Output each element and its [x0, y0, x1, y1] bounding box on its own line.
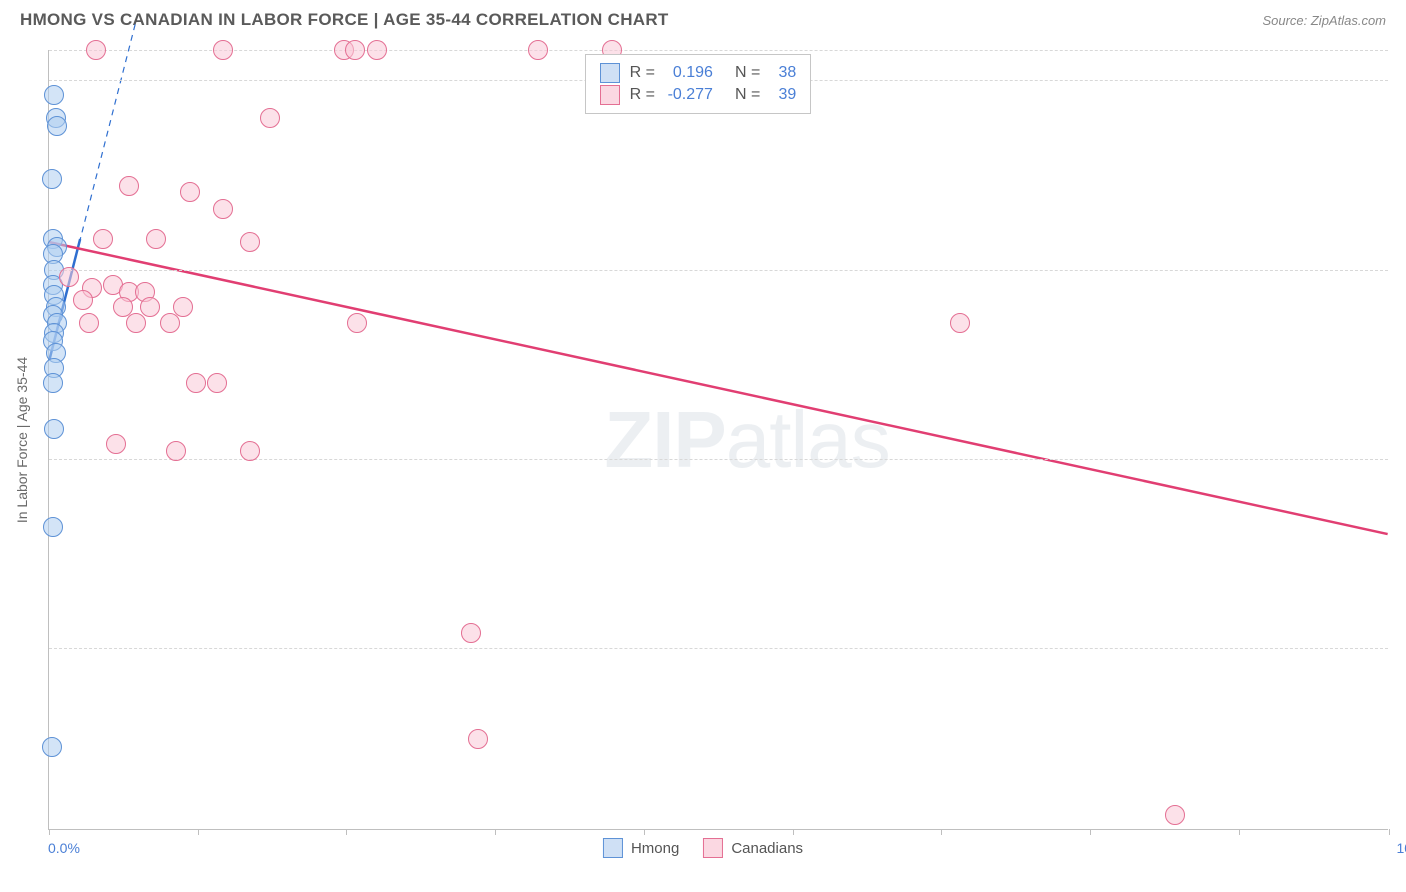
legend-swatch: [603, 838, 623, 858]
data-point: [240, 232, 260, 252]
gridline: [49, 50, 1388, 51]
x-tick: [644, 829, 645, 835]
data-point: [44, 85, 64, 105]
gridline: [49, 270, 1388, 271]
series-legend-item: Hmong: [603, 838, 679, 858]
x-tick: [495, 829, 496, 835]
legend-swatch: [600, 85, 620, 105]
data-point: [213, 199, 233, 219]
data-point: [42, 169, 62, 189]
y-tick-label: 75.0%: [1398, 451, 1406, 467]
data-point: [79, 313, 99, 333]
series-legend-label: Canadians: [731, 840, 803, 857]
r-label: R =: [630, 64, 655, 82]
data-point: [240, 441, 260, 461]
legend-swatch: [703, 838, 723, 858]
data-point: [468, 729, 488, 749]
data-point: [73, 290, 93, 310]
data-point: [1165, 805, 1185, 825]
data-point: [43, 373, 63, 393]
legend-swatch: [600, 63, 620, 83]
x-tick: [1090, 829, 1091, 835]
n-value: 39: [770, 86, 796, 104]
x-axis-min-label: 0.0%: [48, 840, 80, 856]
data-point: [345, 40, 365, 60]
y-tick-label: 87.5%: [1398, 262, 1406, 278]
gridline: [49, 648, 1388, 649]
stats-legend: R = 0.196 N = 38 R = -0.277 N = 39: [585, 54, 812, 114]
x-axis-max-label: 100.0%: [1397, 840, 1406, 856]
data-point: [93, 229, 113, 249]
data-point: [86, 40, 106, 60]
stats-legend-row: R = 0.196 N = 38: [600, 63, 797, 83]
trend-lines-layer: [49, 50, 1388, 829]
data-point: [106, 434, 126, 454]
chart-title: HMONG VS CANADIAN IN LABOR FORCE | AGE 3…: [20, 10, 669, 30]
data-point: [119, 176, 139, 196]
n-label: N =: [735, 64, 760, 82]
trend-line: [49, 242, 1387, 534]
chart-header: HMONG VS CANADIAN IN LABOR FORCE | AGE 3…: [0, 0, 1406, 38]
r-label: R =: [630, 86, 655, 104]
data-point: [126, 313, 146, 333]
y-axis-title: In Labor Force | Age 35-44: [14, 357, 30, 523]
data-point: [160, 313, 180, 333]
x-tick: [941, 829, 942, 835]
y-tick-label: 100.0%: [1398, 72, 1406, 88]
x-tick: [1389, 829, 1390, 835]
r-value: 0.196: [665, 64, 713, 82]
x-tick: [793, 829, 794, 835]
data-point: [43, 517, 63, 537]
data-point: [166, 441, 186, 461]
n-value: 38: [770, 64, 796, 82]
data-point: [528, 40, 548, 60]
series-legend: Hmong Canadians: [603, 838, 803, 858]
chart-source: Source: ZipAtlas.com: [1262, 13, 1386, 28]
watermark-bold: ZIP: [604, 395, 725, 484]
data-point: [207, 373, 227, 393]
x-tick: [346, 829, 347, 835]
x-tick: [49, 829, 50, 835]
data-point: [146, 229, 166, 249]
watermark-light: atlas: [726, 395, 890, 484]
stats-legend-row: R = -0.277 N = 39: [600, 85, 797, 105]
series-legend-label: Hmong: [631, 840, 679, 857]
data-point: [367, 40, 387, 60]
data-point: [44, 419, 64, 439]
n-label: N =: [735, 86, 760, 104]
x-tick: [198, 829, 199, 835]
data-point: [213, 40, 233, 60]
data-point: [461, 623, 481, 643]
data-point: [42, 737, 62, 757]
data-point: [950, 313, 970, 333]
series-legend-item: Canadians: [703, 838, 803, 858]
data-point: [180, 182, 200, 202]
scatter-chart: ZIPatlas 62.5%75.0%87.5%100.0%R =0.196N …: [48, 50, 1388, 830]
data-point: [186, 373, 206, 393]
data-point: [59, 267, 79, 287]
data-point: [47, 116, 67, 136]
data-point: [347, 313, 367, 333]
x-tick: [1239, 829, 1240, 835]
data-point: [260, 108, 280, 128]
y-tick-label: 62.5%: [1398, 640, 1406, 656]
watermark: ZIPatlas: [604, 394, 889, 486]
r-value: -0.277: [665, 86, 713, 104]
